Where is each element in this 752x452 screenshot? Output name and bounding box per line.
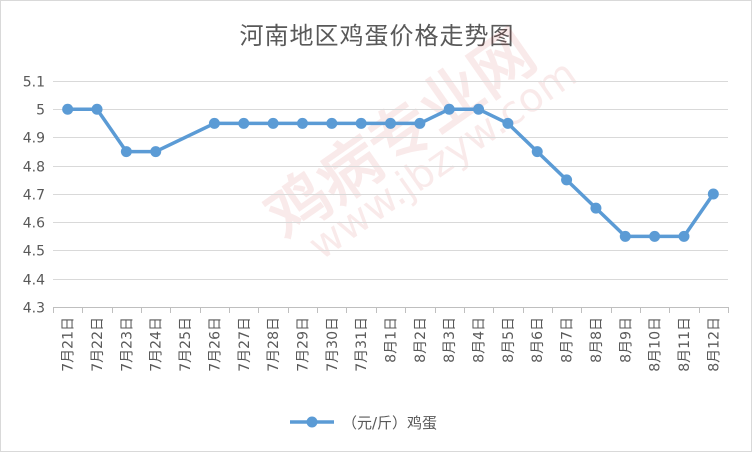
x-tick-label: 7月28日 xyxy=(266,317,282,372)
x-tick-label: 7月22日 xyxy=(90,317,106,372)
data-point xyxy=(649,230,661,242)
y-tick-label: 4.9 xyxy=(23,131,45,147)
x-tick-label: 8月12日 xyxy=(706,317,722,372)
data-point xyxy=(561,174,573,186)
chart-title: 河南地区鸡蛋价格走势图 xyxy=(239,22,515,50)
data-point xyxy=(238,117,250,129)
legend-label: （元/斤）鸡蛋 xyxy=(342,414,437,432)
x-tick-label: 7月25日 xyxy=(178,317,194,372)
x-tick-label: 7月24日 xyxy=(149,317,165,372)
data-point xyxy=(326,117,338,129)
data-point xyxy=(355,117,367,129)
y-tick-label: 4.5 xyxy=(23,244,45,260)
series-line xyxy=(65,107,716,239)
data-point xyxy=(531,146,543,158)
x-tick-label: 8月2日 xyxy=(413,317,429,363)
x-tick-label: 8月7日 xyxy=(560,317,576,363)
data-point xyxy=(208,117,220,129)
data-point xyxy=(150,146,162,158)
y-tick-label: 5 xyxy=(36,103,45,119)
data-point xyxy=(707,188,719,200)
y-tick-label: 5.1 xyxy=(23,75,45,91)
x-tick-label: 8月6日 xyxy=(530,317,546,363)
y-tick-label: 4.3 xyxy=(23,301,45,317)
x-tick-label: 8月8日 xyxy=(589,317,605,363)
data-point xyxy=(267,117,279,129)
x-tick-label: 7月27日 xyxy=(237,317,253,372)
y-tick-label: 4.7 xyxy=(23,188,45,204)
data-point xyxy=(443,103,455,115)
x-tick-label: 8月4日 xyxy=(472,317,488,363)
data-point xyxy=(590,202,602,214)
x-tick-label: 8月5日 xyxy=(501,317,517,363)
x-tick-label: 8月1日 xyxy=(384,317,400,363)
y-tick-label: 4.4 xyxy=(23,273,45,289)
x-tick-label: 7月26日 xyxy=(207,317,223,372)
x-tick-label: 7月21日 xyxy=(61,317,77,372)
data-point xyxy=(120,146,132,158)
y-tick-label: 4.6 xyxy=(23,216,45,232)
data-point xyxy=(91,103,103,115)
x-tick-label: 8月11日 xyxy=(677,317,693,372)
data-point xyxy=(619,230,631,242)
x-tick-label: 7月31日 xyxy=(354,317,370,372)
data-point xyxy=(473,103,485,115)
data-point xyxy=(296,117,308,129)
legend-marker xyxy=(306,416,318,428)
data-point xyxy=(678,230,690,242)
data-point xyxy=(414,117,426,129)
watermark: 鸡病专业网 www.jbzyw.com xyxy=(253,16,585,270)
data-point xyxy=(502,117,514,129)
x-tick-label: 7月23日 xyxy=(119,317,135,372)
x-tick-label: 8月9日 xyxy=(618,317,634,363)
x-tick-label: 8月10日 xyxy=(648,317,664,372)
y-tick-label: 4.8 xyxy=(23,160,45,176)
x-tick-label: 8月3日 xyxy=(442,317,458,363)
x-tick-label: 7月30日 xyxy=(325,317,341,372)
data-point xyxy=(385,117,396,129)
x-tick-label: 7月29日 xyxy=(295,317,311,372)
data-point xyxy=(62,103,74,115)
